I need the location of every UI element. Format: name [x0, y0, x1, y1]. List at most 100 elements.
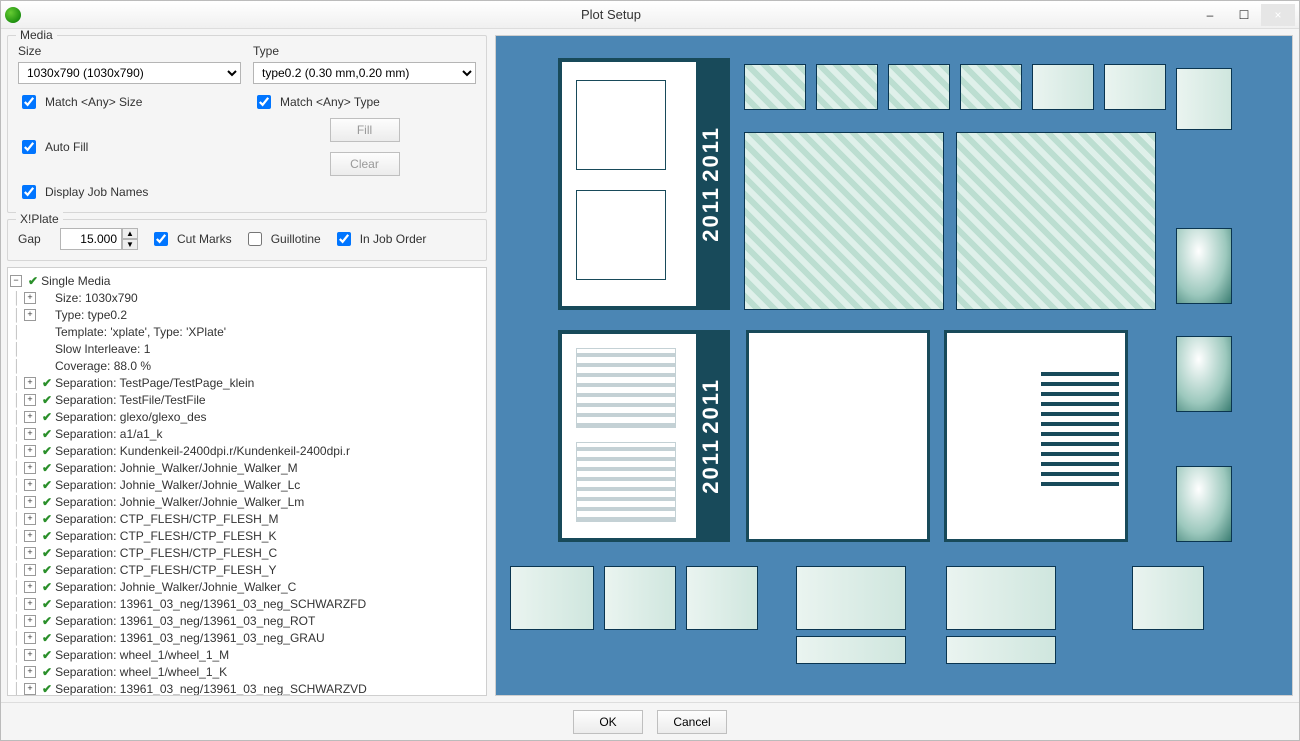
preview-art: [816, 64, 878, 110]
tree-info-row: │+Type: type0.2: [10, 306, 484, 323]
preview-thumb: [1104, 64, 1166, 110]
tree-separation-row[interactable]: │+✔Separation: CTP_FLESH/CTP_FLESH_M: [10, 510, 484, 527]
tree-separation-row[interactable]: │+✔Separation: 13961_03_neg/13961_03_neg…: [10, 680, 484, 696]
preview-page: [746, 330, 930, 542]
tree-separation-row[interactable]: │+✔Separation: glexo/glexo_des: [10, 408, 484, 425]
collapse-icon[interactable]: −: [10, 275, 22, 287]
check-icon: ✔: [42, 665, 52, 679]
preview-thumb: [1032, 64, 1094, 110]
expand-icon[interactable]: +: [24, 462, 36, 474]
expand-icon[interactable]: +: [24, 292, 36, 304]
preview-thumb: [1132, 566, 1204, 630]
check-icon: ✔: [42, 478, 52, 492]
tree-separation-row[interactable]: │+✔Separation: wheel_1/wheel_1_M: [10, 646, 484, 663]
minimize-button[interactable]: –: [1193, 4, 1227, 26]
expand-icon[interactable]: +: [24, 445, 36, 457]
preview-bars: [1041, 366, 1119, 486]
check-icon: ✔: [28, 274, 38, 288]
plate-preview[interactable]: 2011201120112011: [495, 35, 1293, 696]
expand-icon[interactable]: +: [24, 615, 36, 627]
tree-separation-row[interactable]: │+✔Separation: Kundenkeil-2400dpi.r/Kund…: [10, 442, 484, 459]
gap-input[interactable]: [60, 228, 122, 250]
display-jobnames-checkbox[interactable]: Display Job Names: [18, 182, 148, 202]
tree-separation-row[interactable]: │+✔Separation: CTP_FLESH/CTP_FLESH_Y: [10, 561, 484, 578]
maximize-button[interactable]: ☐: [1227, 4, 1261, 26]
tree-info-row: │Slow Interleave: 1: [10, 340, 484, 357]
gap-spinner[interactable]: ▲ ▼: [60, 228, 138, 250]
expand-icon[interactable]: +: [24, 513, 36, 525]
check-icon: ✔: [42, 512, 52, 526]
match-type-checkbox[interactable]: Match <Any> Type: [253, 92, 476, 112]
preview-cover: 20112011: [558, 58, 730, 310]
expand-icon[interactable]: +: [24, 632, 36, 644]
expand-icon[interactable]: +: [24, 377, 36, 389]
preview-thumb: [946, 636, 1056, 664]
expand-icon[interactable]: +: [24, 581, 36, 593]
tree-separation-row[interactable]: │+✔Separation: wheel_1/wheel_1_K: [10, 663, 484, 680]
plot-setup-window: Plot Setup – ☐ × Media Size 1030x790 (10…: [0, 0, 1300, 741]
tree-separation-row[interactable]: │+✔Separation: CTP_FLESH/CTP_FLESH_K: [10, 527, 484, 544]
expand-icon[interactable]: +: [24, 649, 36, 661]
clear-button[interactable]: Clear: [330, 152, 400, 176]
job-tree[interactable]: − ✔ Single Media │+Size: 1030x790│+Type:…: [7, 267, 487, 696]
ok-button[interactable]: OK: [573, 710, 643, 734]
preview-grad: [1176, 466, 1232, 542]
tree-separation-row[interactable]: │+✔Separation: CTP_FLESH/CTP_FLESH_C: [10, 544, 484, 561]
expand-icon[interactable]: +: [24, 683, 36, 695]
tree-separation-row[interactable]: │+✔Separation: 13961_03_neg/13961_03_neg…: [10, 612, 484, 629]
dialog-footer: OK Cancel: [1, 702, 1299, 740]
guillotine-checkbox[interactable]: Guillotine: [244, 229, 321, 249]
expand-icon[interactable]: +: [24, 564, 36, 576]
check-icon: ✔: [42, 461, 52, 475]
expand-icon[interactable]: +: [24, 496, 36, 508]
check-icon: ✔: [42, 393, 52, 407]
check-icon: ✔: [42, 682, 52, 696]
tree-info-row: │Template: 'xplate', Type: 'XPlate': [10, 323, 484, 340]
check-icon: ✔: [42, 597, 52, 611]
check-icon: ✔: [42, 529, 52, 543]
tree-separation-row[interactable]: │+✔Separation: Johnie_Walker/Johnie_Walk…: [10, 476, 484, 493]
expand-icon[interactable]: +: [24, 394, 36, 406]
tree-separation-row[interactable]: │+✔Separation: TestFile/TestFile: [10, 391, 484, 408]
xplate-group: X!Plate Gap ▲ ▼ Cut Marks Guillotin: [7, 219, 487, 261]
expand-icon[interactable]: +: [24, 530, 36, 542]
xplate-legend: X!Plate: [16, 212, 63, 226]
tree-info-row: │Coverage: 88.0 %: [10, 357, 484, 374]
gap-down[interactable]: ▼: [122, 239, 138, 250]
check-icon: ✔: [42, 580, 52, 594]
expand-icon[interactable]: +: [24, 598, 36, 610]
expand-icon[interactable]: +: [24, 547, 36, 559]
preview-thumb: [604, 566, 676, 630]
check-icon: ✔: [42, 546, 52, 560]
fill-button[interactable]: Fill: [330, 118, 400, 142]
tree-separation-row[interactable]: │+✔Separation: TestPage/TestPage_klein: [10, 374, 484, 391]
tree-separation-row[interactable]: │+✔Separation: Johnie_Walker/Johnie_Walk…: [10, 578, 484, 595]
match-size-checkbox[interactable]: Match <Any> Size: [18, 92, 241, 112]
expand-icon[interactable]: +: [24, 666, 36, 678]
tree-separation-row[interactable]: │+✔Separation: Johnie_Walker/Johnie_Walk…: [10, 459, 484, 476]
cancel-button[interactable]: Cancel: [657, 710, 727, 734]
tree-separation-row[interactable]: │+✔Separation: Johnie_Walker/Johnie_Walk…: [10, 493, 484, 510]
tree-separation-row[interactable]: │+✔Separation: a1/a1_k: [10, 425, 484, 442]
type-label: Type: [253, 44, 476, 58]
cutmarks-checkbox[interactable]: Cut Marks: [150, 229, 232, 249]
media-legend: Media: [16, 29, 57, 42]
preview-art: [888, 64, 950, 110]
gap-up[interactable]: ▲: [122, 228, 138, 239]
expand-icon[interactable]: +: [24, 411, 36, 423]
tree-root[interactable]: − ✔ Single Media: [10, 272, 484, 289]
content-area: Media Size 1030x790 (1030x790) Type type…: [1, 29, 1299, 702]
size-select[interactable]: 1030x790 (1030x790): [18, 62, 241, 84]
expand-icon[interactable]: +: [24, 309, 36, 321]
autofill-checkbox[interactable]: Auto Fill: [18, 137, 241, 157]
expand-icon[interactable]: +: [24, 428, 36, 440]
injoborder-checkbox[interactable]: In Job Order: [333, 229, 427, 249]
tree-separation-row[interactable]: │+✔Separation: 13961_03_neg/13961_03_neg…: [10, 595, 484, 612]
gap-label: Gap: [18, 232, 48, 246]
close-button[interactable]: ×: [1261, 4, 1295, 26]
tree-separation-row[interactable]: │+✔Separation: 13961_03_neg/13961_03_neg…: [10, 629, 484, 646]
expand-icon[interactable]: +: [24, 479, 36, 491]
type-select[interactable]: type0.2 (0.30 mm,0.20 mm): [253, 62, 476, 84]
check-icon: ✔: [42, 563, 52, 577]
preview-thumb: [686, 566, 758, 630]
